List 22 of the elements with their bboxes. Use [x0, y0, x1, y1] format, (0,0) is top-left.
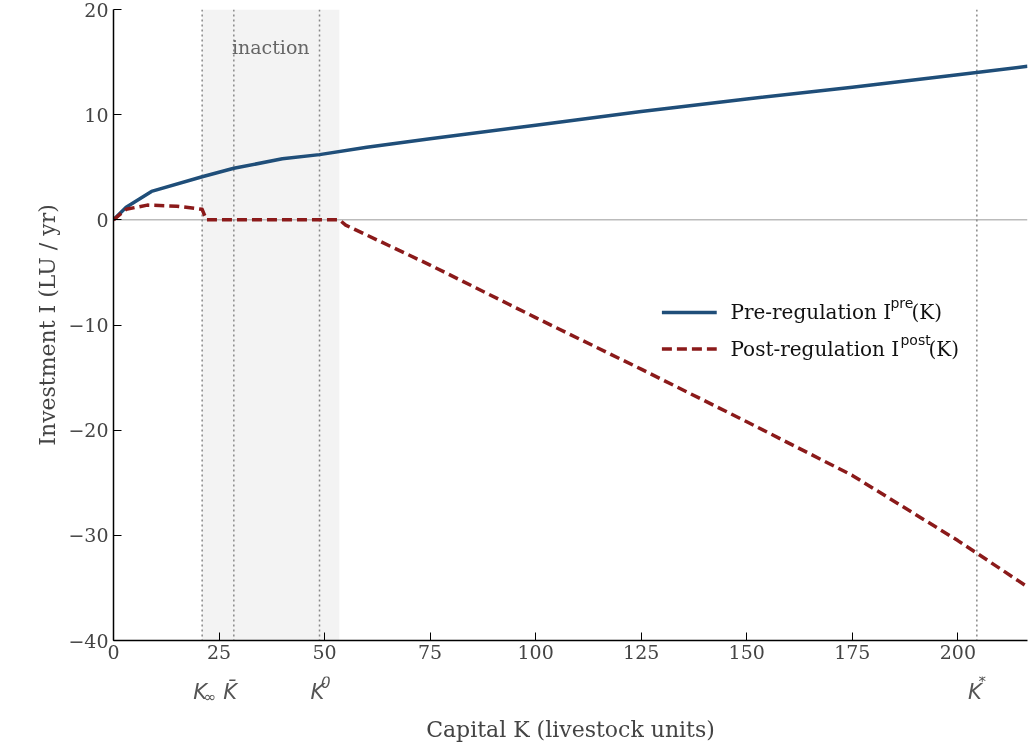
- line-series: [113, 203, 1028, 589]
- x-tick-label: 100: [517, 640, 554, 663]
- x-tick-label: 25: [206, 640, 232, 663]
- y-tick-label: −40: [68, 629, 109, 652]
- x-tick-label: 175: [834, 640, 871, 663]
- ref-line-label: K*: [967, 673, 987, 704]
- y-tick-label: −10: [68, 314, 109, 336]
- x-tick-label: 75: [418, 640, 443, 663]
- y-tick-label: −20: [68, 419, 109, 442]
- y-tick-label: 20: [84, 0, 109, 21]
- x-axis-title: Capital K (livestock units): [426, 716, 715, 742]
- band-label: inaction: [231, 35, 310, 58]
- x-tick-label: 150: [728, 640, 765, 663]
- y-axis-title: Investment I (LU / yr): [35, 204, 61, 446]
- x-tick-label: 50: [312, 640, 337, 663]
- ref-line-label: K̄: [223, 678, 240, 704]
- ref-line-label: K∞: [193, 679, 217, 707]
- y-tick-label: 0: [96, 208, 109, 231]
- x-tick-label: 125: [623, 640, 660, 663]
- y-tick-label: 10: [84, 103, 109, 126]
- x-tick-label: 200: [939, 640, 976, 663]
- y-tick-label: −30: [68, 524, 109, 547]
